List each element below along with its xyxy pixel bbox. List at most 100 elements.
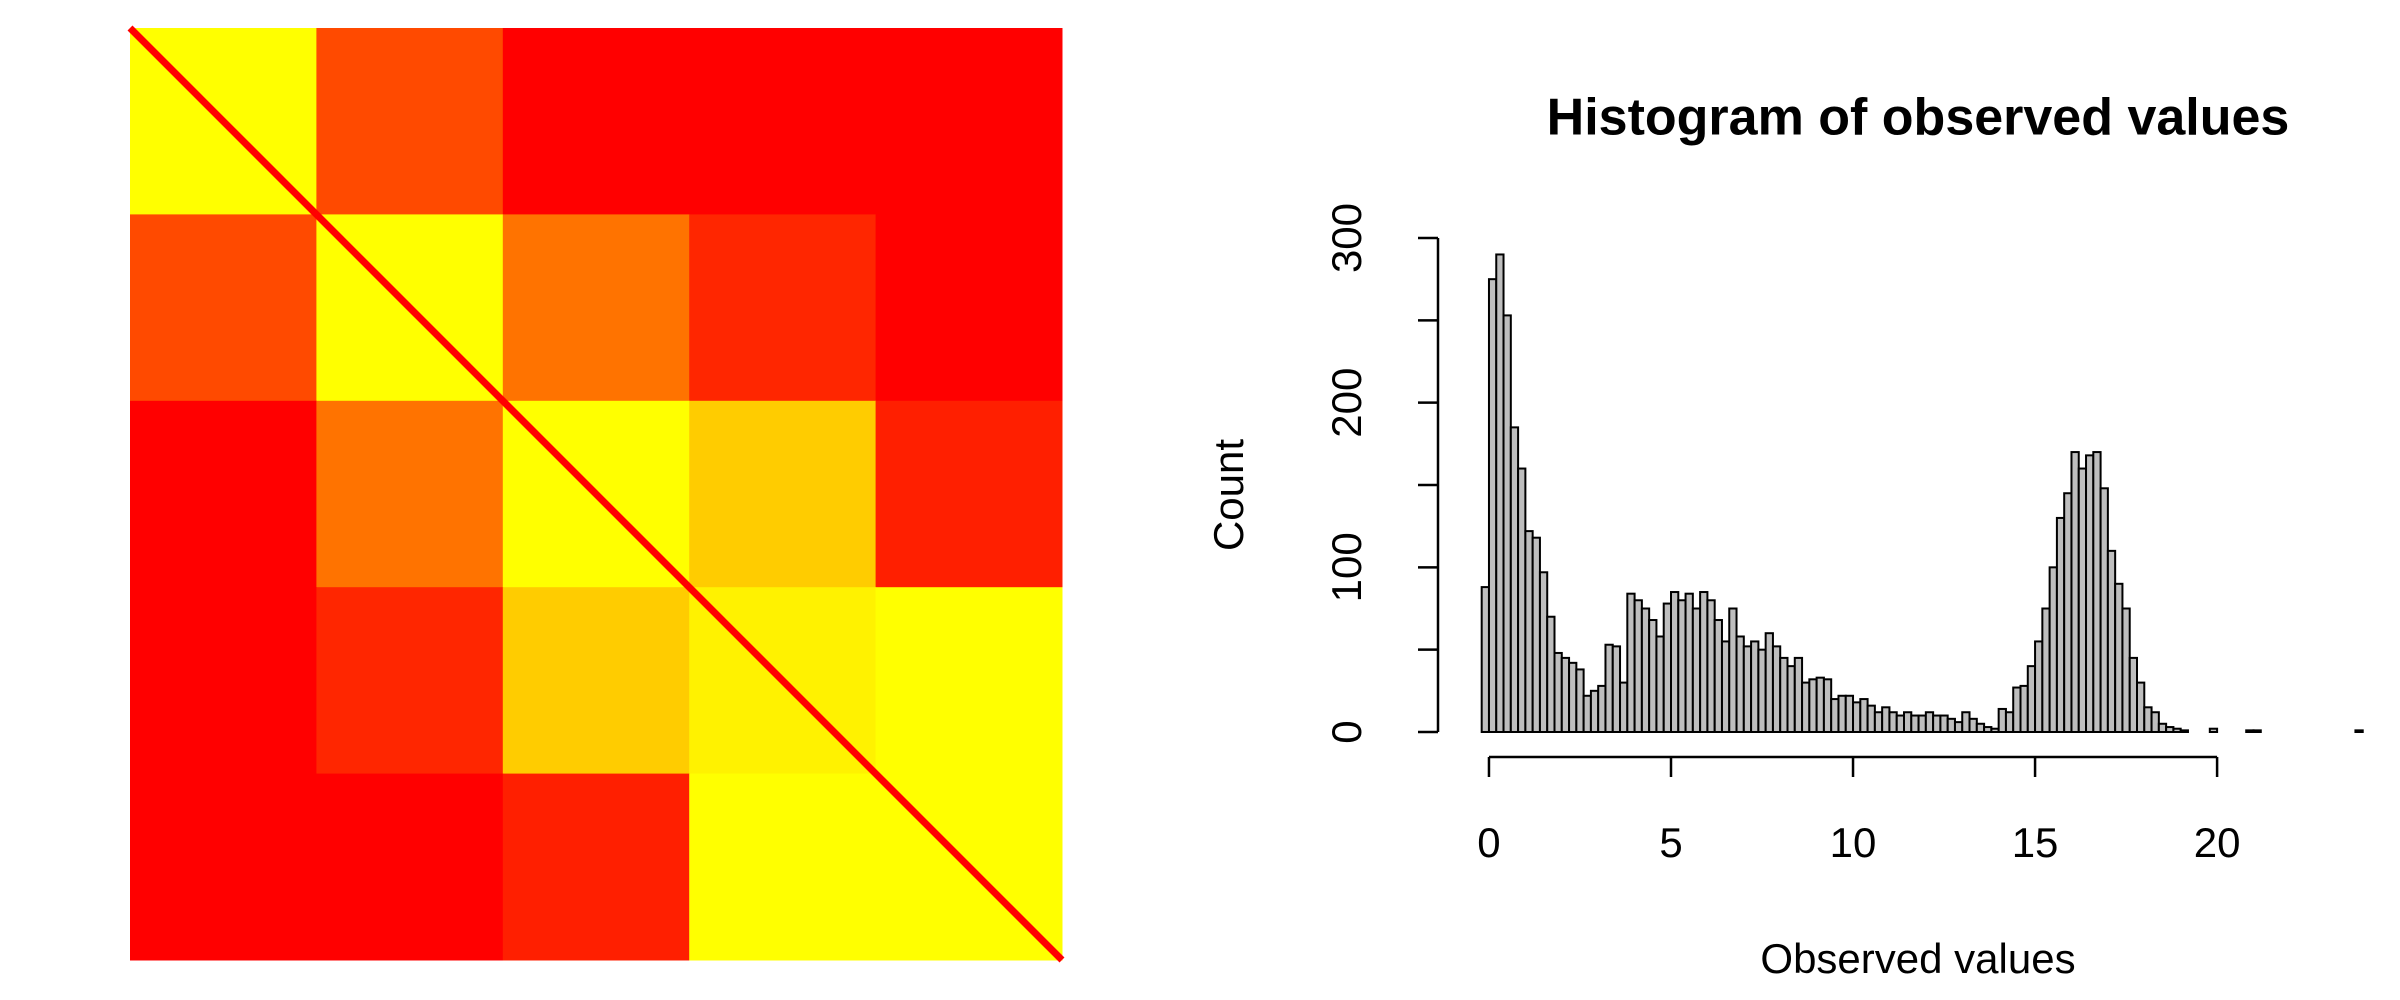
hist-bar	[1975, 722, 1986, 733]
hist-bar	[1487, 278, 1498, 733]
hist-bar	[1888, 711, 1898, 733]
hist-bar	[2092, 451, 2102, 733]
hist-bar	[2019, 684, 2029, 733]
hist-bar	[1662, 602, 1672, 733]
hist-bar	[1691, 607, 1702, 733]
hist-bar	[1990, 727, 2000, 733]
x-axis-label: Observed values	[1760, 935, 2075, 982]
hist-bar	[1801, 681, 1811, 733]
hist-bar	[1728, 607, 1738, 733]
hist-bar	[2012, 686, 2022, 733]
hist-bar	[1604, 643, 1614, 734]
heat-cell	[875, 587, 1063, 775]
hist-bar	[1677, 599, 1687, 733]
hist-bar	[2070, 451, 2080, 733]
x-tick-label: 20	[2194, 819, 2241, 866]
hist-bar	[1495, 253, 1505, 733]
hist-bar	[1946, 717, 1956, 733]
hist-bar	[1706, 599, 1716, 733]
hist-bar	[1575, 668, 1585, 734]
hist-bar	[2252, 729, 2262, 733]
hist-bar	[1560, 656, 1571, 734]
hist-bar	[1502, 314, 1512, 733]
hist-bar	[2208, 727, 2219, 733]
heat-cell	[502, 28, 690, 215]
hist-bar	[2055, 516, 2066, 734]
hist-bar	[1524, 530, 1534, 734]
hist-bar	[1648, 619, 1658, 734]
y-tick-label: 0	[1323, 720, 1370, 743]
hist-bar	[2048, 566, 2058, 733]
hist-bar	[1589, 689, 1600, 733]
heat-cell	[502, 773, 690, 961]
hist-bar	[1764, 632, 1774, 734]
hist-bar	[1881, 706, 1891, 733]
hist-bar	[2128, 656, 2138, 734]
hist-bar	[1640, 607, 1651, 733]
hist-title: Histogram of observed values	[1547, 89, 2290, 147]
hist-bar	[1670, 591, 1680, 733]
hist-bar	[2034, 640, 2044, 734]
hist-bar	[1997, 707, 2007, 733]
hist-bar	[1735, 635, 1745, 734]
hist-bar	[1866, 704, 1876, 733]
hist-bar	[1932, 714, 1942, 733]
x-tick-label: 5	[1659, 819, 1682, 866]
hist-bar	[1757, 648, 1767, 734]
hist-bar	[2099, 487, 2109, 733]
heat-cell	[502, 214, 690, 402]
hist-bar	[1655, 635, 1665, 734]
heat-cell	[875, 400, 1063, 588]
hist-bar	[1910, 714, 1920, 733]
hist-bar	[1924, 711, 1935, 733]
hist-bar	[1538, 571, 1549, 733]
heat-cell	[875, 28, 1063, 215]
heat-cell	[689, 400, 877, 588]
hist-bar	[1568, 661, 1578, 734]
x-tick-label: 10	[1830, 819, 1877, 866]
hist-bar	[1779, 656, 1789, 734]
hist-bar	[2121, 607, 2131, 733]
hist-bar	[1844, 694, 1855, 733]
hist-bar	[1953, 721, 1964, 733]
hist-bar	[1939, 714, 1949, 733]
heat-cell	[689, 214, 877, 402]
hist-bar	[1873, 711, 1884, 733]
heat-cell	[130, 587, 317, 775]
hist-bar	[1597, 684, 1607, 733]
hist-bar	[2165, 726, 2175, 733]
hist-bar	[1786, 665, 1796, 734]
hist-bar	[1859, 698, 1869, 733]
hist-bar	[1582, 694, 1592, 733]
hist-bar	[2150, 711, 2160, 733]
heat-diagonal	[127, 25, 1065, 963]
hist-bar	[1517, 467, 1527, 733]
hist-bar	[1684, 592, 1694, 733]
hist-bar	[1480, 586, 1490, 733]
hist-bar	[2106, 549, 2117, 733]
hist-bar	[2354, 729, 2364, 733]
hist-bar	[2004, 711, 2015, 733]
hist-bar	[1531, 536, 1541, 734]
heat-cell	[316, 28, 504, 215]
hist-bar	[2143, 706, 2153, 733]
hist-bar	[2136, 681, 2146, 733]
y-tick-label: 300	[1323, 203, 1370, 273]
heat-cell	[875, 214, 1063, 402]
hist-bar	[1713, 619, 1723, 734]
hist-bar	[1626, 592, 1636, 733]
y-tick-label: 100	[1323, 532, 1370, 602]
hist-bar	[2063, 492, 2073, 733]
hist-bar	[2077, 467, 2088, 733]
hist-bar	[1699, 591, 1709, 733]
hist-bar	[2245, 729, 2255, 733]
heat-cell	[316, 773, 504, 961]
hist-bar	[1917, 714, 1927, 733]
heat-cell	[689, 773, 877, 961]
hist-bar	[1750, 640, 1760, 734]
heat-cell	[316, 400, 504, 588]
hist-bar	[2172, 727, 2182, 733]
hist-bar	[1611, 645, 1622, 734]
